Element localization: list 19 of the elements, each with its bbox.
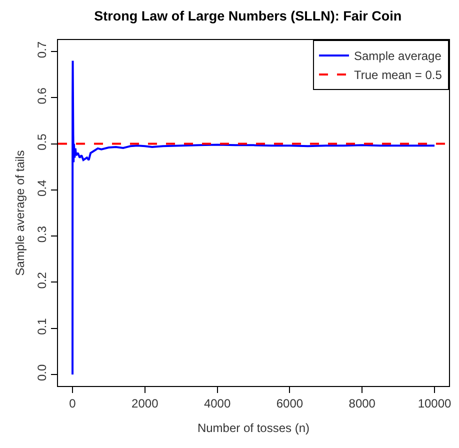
y-tick-label: 0.3 bbox=[35, 226, 50, 243]
x-tick-label: 2000 bbox=[132, 396, 159, 410]
legend-label: Sample average bbox=[354, 49, 442, 64]
y-tick-label: 0.0 bbox=[35, 364, 50, 382]
y-axis-title: Sample average of tails bbox=[13, 150, 27, 276]
x-axis-title: Number of tosses (n) bbox=[197, 421, 310, 435]
x-tick-label: 4000 bbox=[204, 396, 231, 410]
y-tick-label: 0.6 bbox=[35, 87, 50, 104]
x-tick-label: 0 bbox=[69, 396, 76, 410]
y-tick-label: 0.1 bbox=[35, 318, 50, 335]
x-tick-label: 8000 bbox=[348, 396, 376, 410]
x-tick-label: 10000 bbox=[418, 396, 452, 410]
chart-title: Strong Law of Large Numbers (SLLN): Fair Coin bbox=[94, 8, 402, 24]
y-tick-label: 0.4 bbox=[35, 179, 50, 196]
y-tick-label: 0.5 bbox=[35, 133, 50, 150]
legend-label: True mean = 0.5 bbox=[354, 68, 442, 82]
x-tick-label: 6000 bbox=[276, 396, 304, 410]
y-tick-label: 0.7 bbox=[35, 41, 50, 58]
y-tick-label: 0.2 bbox=[35, 272, 50, 289]
